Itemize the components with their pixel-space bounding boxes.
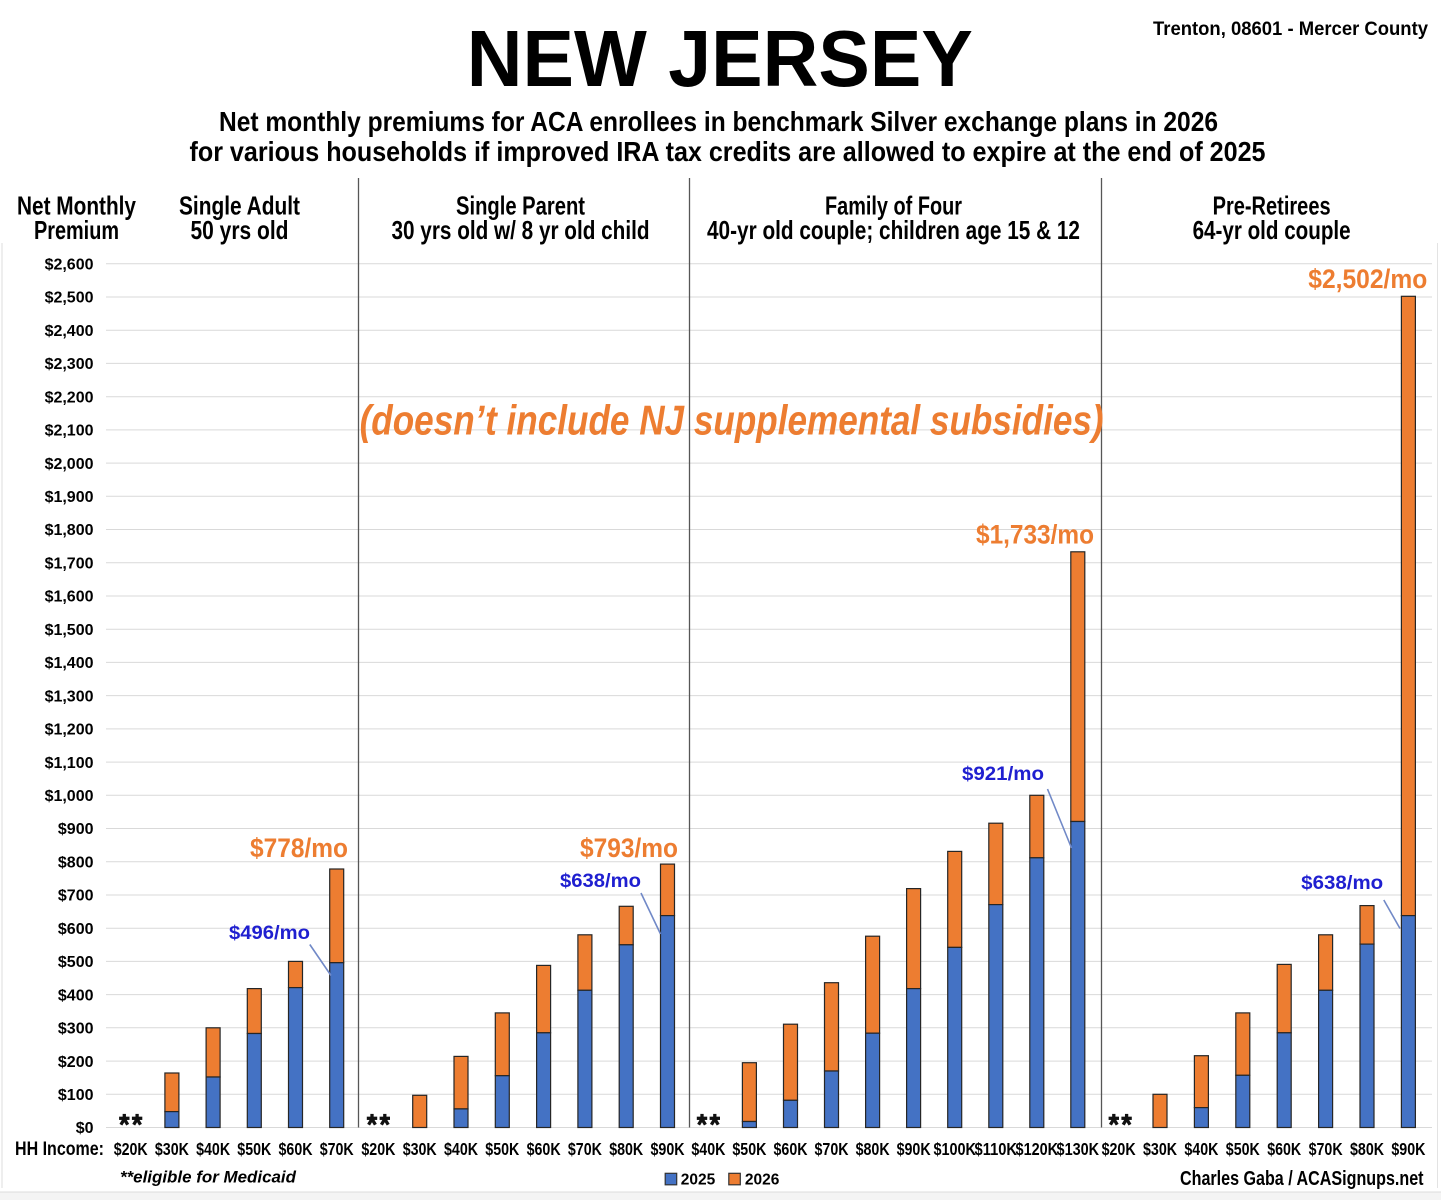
svg-text:$2,300: $2,300 (45, 356, 94, 373)
svg-text:$20K: $20K (1102, 1139, 1136, 1159)
svg-text:$20K: $20K (361, 1139, 395, 1159)
svg-text:$1,600: $1,600 (45, 589, 94, 606)
svg-text:Family of Four: Family of Four (825, 191, 962, 221)
svg-text:$0: $0 (76, 1120, 94, 1137)
svg-text:$30K: $30K (1143, 1139, 1177, 1159)
svg-text:$700: $700 (58, 888, 94, 905)
svg-text:(doesn’t include NJ supplement: (doesn’t include NJ supplemental subsidi… (360, 397, 1104, 444)
svg-text:$40K: $40K (196, 1139, 230, 1159)
svg-text:$1,700: $1,700 (45, 556, 94, 573)
svg-text:$2,400: $2,400 (45, 323, 94, 340)
svg-text:30 yrs old w/ 8 yr old child: 30 yrs old w/ 8 yr old child (392, 215, 650, 245)
svg-text:$20K: $20K (114, 1139, 148, 1159)
svg-text:$70K: $70K (568, 1139, 602, 1159)
svg-text:$60K: $60K (774, 1139, 808, 1159)
svg-text:$90K: $90K (651, 1139, 685, 1159)
svg-text:$1,300: $1,300 (45, 688, 94, 705)
svg-text:$70K: $70K (815, 1139, 849, 1159)
svg-text:$60K: $60K (527, 1139, 561, 1159)
svg-text:$60K: $60K (1267, 1139, 1301, 1159)
svg-text:Single Adult: Single Adult (179, 191, 300, 221)
svg-text:$130K: $130K (1057, 1139, 1100, 1159)
svg-text:$40K: $40K (1184, 1139, 1218, 1159)
svg-text:$120K: $120K (1016, 1139, 1059, 1159)
svg-text:$1,900: $1,900 (45, 489, 94, 506)
svg-text:$1,100: $1,100 (45, 755, 94, 772)
svg-text:$921/mo: $921/mo (962, 764, 1044, 785)
svg-text:$600: $600 (58, 921, 94, 938)
svg-text:$1,800: $1,800 (45, 522, 94, 539)
svg-text:$2,200: $2,200 (45, 389, 94, 406)
svg-text:50 yrs old: 50 yrs old (191, 215, 289, 245)
svg-text:$400: $400 (58, 987, 94, 1004)
svg-text:Net Monthly: Net Monthly (17, 191, 136, 221)
svg-text:$100: $100 (58, 1087, 94, 1104)
svg-text:$70K: $70K (1309, 1139, 1343, 1159)
svg-text:$793/mo: $793/mo (580, 833, 678, 863)
svg-text:$60K: $60K (279, 1139, 313, 1159)
svg-text:$80K: $80K (609, 1139, 643, 1159)
svg-text:$80K: $80K (1350, 1139, 1384, 1159)
svg-text:$1,000: $1,000 (45, 788, 94, 805)
svg-text:$900: $900 (58, 821, 94, 838)
svg-text:$30K: $30K (155, 1139, 189, 1159)
svg-text:$496/mo: $496/mo (229, 923, 310, 944)
svg-text:NEW JERSEY: NEW JERSEY (467, 14, 973, 103)
svg-text:2026: 2026 (745, 1172, 780, 1189)
svg-text:$800: $800 (58, 854, 94, 871)
svg-text:Pre-Retirees: Pre-Retirees (1213, 191, 1331, 221)
svg-text:$2,500: $2,500 (45, 290, 94, 307)
svg-text:$50K: $50K (732, 1139, 766, 1159)
svg-text:$50K: $50K (237, 1139, 271, 1159)
svg-text:$40K: $40K (444, 1139, 478, 1159)
svg-text:$70K: $70K (320, 1139, 354, 1159)
svg-text:$200: $200 (58, 1054, 94, 1071)
svg-text:$778/mo: $778/mo (250, 833, 348, 863)
svg-text:$90K: $90K (1391, 1139, 1425, 1159)
svg-text:$500: $500 (58, 954, 94, 971)
svg-text:$300: $300 (58, 1021, 94, 1038)
svg-text:$80K: $80K (856, 1139, 890, 1159)
svg-text:Single Parent: Single Parent (456, 191, 585, 221)
svg-text:$1,733/mo: $1,733/mo (976, 520, 1094, 550)
svg-text:$2,000: $2,000 (45, 456, 94, 473)
svg-text:$2,502/mo: $2,502/mo (1308, 264, 1427, 294)
svg-text:Trenton, 08601 - Mercer County: Trenton, 08601 - Mercer County (1153, 19, 1428, 40)
svg-text:$50K: $50K (1226, 1139, 1260, 1159)
svg-text:$1,400: $1,400 (45, 655, 94, 672)
svg-text:$110K: $110K (975, 1139, 1018, 1159)
svg-text:40-yr old couple; children age: 40-yr old couple; children age 15 & 12 (707, 215, 1080, 245)
svg-text:64-yr old couple: 64-yr old couple (1193, 215, 1351, 245)
svg-text:HH Income:: HH Income: (15, 1139, 104, 1160)
svg-text:2025: 2025 (681, 1172, 716, 1189)
svg-text:Premium: Premium (34, 215, 119, 245)
svg-text:$90K: $90K (897, 1139, 931, 1159)
svg-text:$638/mo: $638/mo (1301, 873, 1383, 894)
svg-text:**eligible for Medicaid: **eligible for Medicaid (120, 1169, 297, 1187)
svg-text:$1,200: $1,200 (45, 722, 94, 739)
svg-text:Net monthly premiums for ACA e: Net monthly premiums for ACA enrollees i… (219, 106, 1218, 137)
svg-text:$40K: $40K (691, 1139, 725, 1159)
svg-text:$1,500: $1,500 (45, 622, 94, 639)
svg-text:$638/mo: $638/mo (560, 871, 641, 892)
svg-text:$2,600: $2,600 (45, 257, 94, 274)
svg-text:Charles Gaba / ACASignups.net: Charles Gaba / ACASignups.net (1180, 1167, 1424, 1190)
svg-text:$100K: $100K (933, 1139, 976, 1159)
svg-text:$50K: $50K (485, 1139, 519, 1159)
svg-text:$2,100: $2,100 (45, 423, 94, 440)
svg-text:for various households if impr: for various households if improved IRA t… (190, 136, 1266, 167)
svg-text:$30K: $30K (403, 1139, 437, 1159)
